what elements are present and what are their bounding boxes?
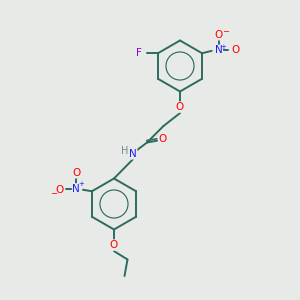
Text: H: H — [121, 146, 128, 157]
Text: N: N — [215, 45, 223, 55]
Text: F: F — [136, 48, 142, 58]
Text: N: N — [72, 184, 80, 194]
Text: N: N — [129, 149, 137, 159]
Text: O: O — [231, 45, 239, 55]
Text: −: − — [222, 27, 229, 36]
Text: O: O — [72, 168, 80, 178]
Text: −: − — [50, 189, 57, 198]
Text: O: O — [214, 30, 223, 40]
Text: +: + — [78, 181, 84, 187]
Text: O: O — [56, 185, 64, 195]
Text: O: O — [110, 240, 118, 250]
Text: O: O — [158, 134, 167, 144]
Text: O: O — [176, 102, 184, 112]
Text: +: + — [220, 44, 226, 50]
